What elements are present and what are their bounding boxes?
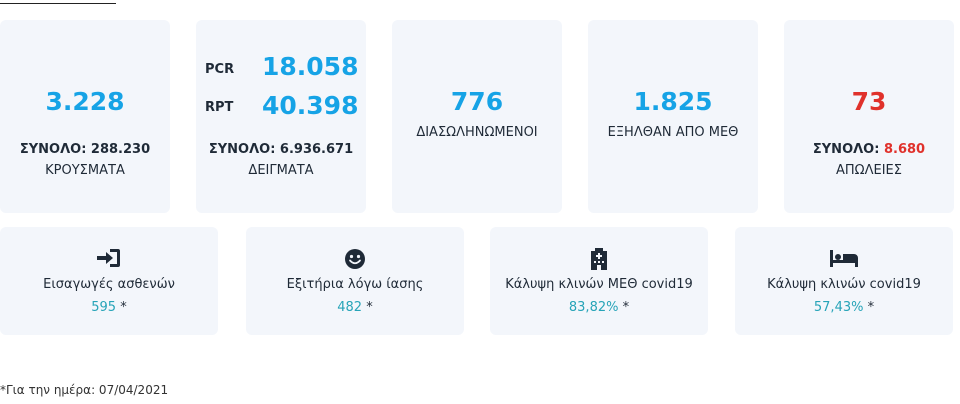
deaths-total-prefix: ΣΥΝΟΛΟ: [812,142,880,157]
deaths-total: ΣΥΝΟΛΟ: 8.680 [784,142,954,157]
icu-discharged-value: 1.825 [633,87,713,116]
icu-discharged-card: 1.825 ΕΞΗΛΘΑΝ ΑΠΟ ΜΕΘ [588,20,758,213]
admissions-card: Εισαγωγές ασθενών 595 * [0,227,218,335]
tests-total: ΣΥΝΟΛΟ: 6.936.671 [208,142,354,157]
intubated-card: 776 ΔΙΑΣΩΛΗΝΩΜΕΝΟΙ [392,20,562,213]
hospital-icon [591,248,607,270]
sign-in-icon [97,249,120,267]
cases-label: ΚΡΟΥΣΜΑΤΑ [45,163,125,178]
beds-label: Κάλυψη κλινών covid19 [767,277,921,292]
tests-label: ΔΕΙΓΜΑΤΑ [248,163,314,178]
discharges-mark: * [366,300,373,315]
cases-value: 3.228 [45,87,125,116]
admissions-number: 595 [91,300,117,315]
beds-value: 57,43% * [735,300,953,315]
smile-icon [345,249,365,269]
deaths-card: 73 ΣΥΝΟΛΟ: 8.680 ΑΠΩΛΕΙΕΣ [784,20,954,213]
tests-card: PCR 18.058 RPT 40.398 ΣΥΝΟΛΟ: 6.936.671 … [196,20,366,213]
deaths-total-value: 8.680 [883,142,926,157]
icu-beds-label: Κάλυψη κλινών ΜΕΘ covid19 [505,277,693,292]
admissions-value: 595 * [0,300,218,315]
icu-beds-value: 83,82% * [490,300,708,315]
discharges-card: Εξιτήρια λόγω ίασης 482 * [246,227,464,335]
cases-card: 3.228 ΣΥΝΟΛΟ: 288.230 ΚΡΟΥΣΜΑΤΑ [0,20,170,213]
bed-icon [830,250,858,267]
cases-total: ΣΥΝΟΛΟ: 288.230 [19,142,151,157]
discharges-number: 482 [337,300,363,315]
icu-beds-card: Κάλυψη κλινών ΜΕΘ covid19 83,82% * [490,227,708,335]
discharges-label: Εξιτήρια λόγω ίασης [286,277,424,292]
beds-mark: * [867,300,875,315]
date-footnote: *Για την ημέρα: 07/04/2021 [0,383,169,397]
icu-discharged-label: ΕΞΗΛΘΑΝ ΑΠΟ ΜΕΘ [607,125,739,140]
intubated-label: ΔΙΑΣΩΛΗΝΩΜΕΝΟΙ [416,125,538,140]
rpt-label: RPT [205,100,234,115]
deaths-label: ΑΠΩΛΕΙΕΣ [836,163,902,178]
top-divider [0,3,116,4]
rpt-value: 40.398 [262,91,359,120]
admissions-label: Εισαγωγές ασθενών [43,277,175,292]
icu-beds-mark: * [622,300,630,315]
admissions-mark: * [120,300,127,315]
intubated-value: 776 [450,87,504,116]
beds-card: Κάλυψη κλινών covid19 57,43% * [735,227,953,335]
pcr-label: PCR [205,62,235,77]
deaths-value: 73 [851,87,887,116]
icu-beds-number: 83,82% [568,300,619,315]
discharges-value: 482 * [246,300,464,315]
pcr-value: 18.058 [262,52,359,81]
beds-number: 57,43% [813,300,864,315]
